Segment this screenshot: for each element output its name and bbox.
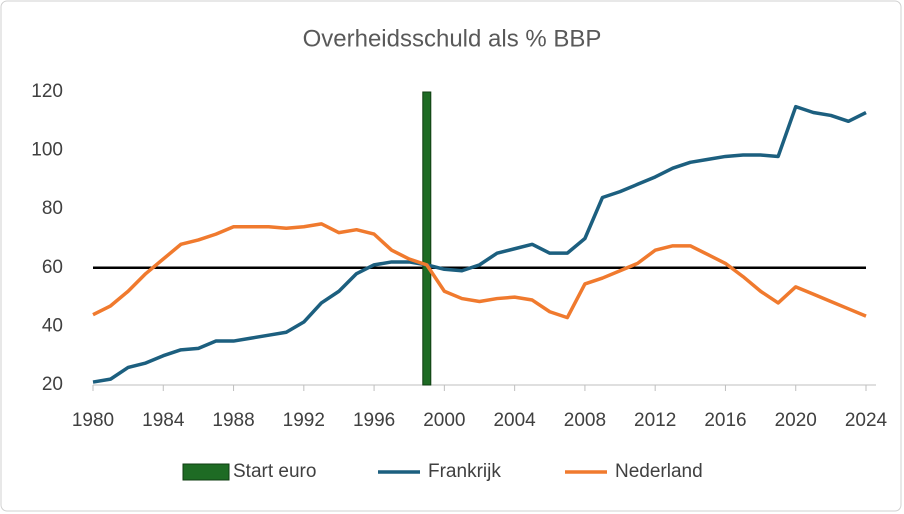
y-tick-label: 80: [42, 198, 63, 219]
legend-label: Frankrijk: [428, 461, 501, 482]
x-tick-label: 1988: [212, 410, 254, 431]
y-tick-label: 100: [31, 140, 63, 161]
y-tick-label: 40: [42, 315, 63, 336]
x-tick-label: 1984: [142, 410, 185, 431]
bar: [422, 91, 432, 386]
y-tick-label: 60: [42, 257, 63, 278]
x-tick-label: 2020: [775, 410, 817, 431]
legend-swatch: [182, 463, 230, 481]
x-tick-label: 2012: [634, 410, 676, 431]
y-tick-label: 120: [31, 81, 63, 102]
legend-label: Start euro: [233, 461, 316, 482]
chart-title: Overheidsschuld als % BBP: [303, 25, 602, 52]
x-tick-label: 2008: [564, 410, 606, 431]
line: [92, 104, 867, 384]
x-tick-label: 2000: [423, 410, 465, 431]
x-tick-label: 2016: [704, 410, 746, 431]
x-tick-label: 2004: [493, 410, 536, 431]
x-tick-label: 1996: [353, 410, 395, 431]
x-tick-label: 1992: [283, 410, 325, 431]
y-tick-label: 20: [42, 374, 63, 395]
legend-label: Nederland: [615, 461, 703, 482]
x-tick-label: 1980: [72, 410, 114, 431]
x-tick-label: 2024: [845, 410, 888, 431]
line: [92, 222, 867, 320]
